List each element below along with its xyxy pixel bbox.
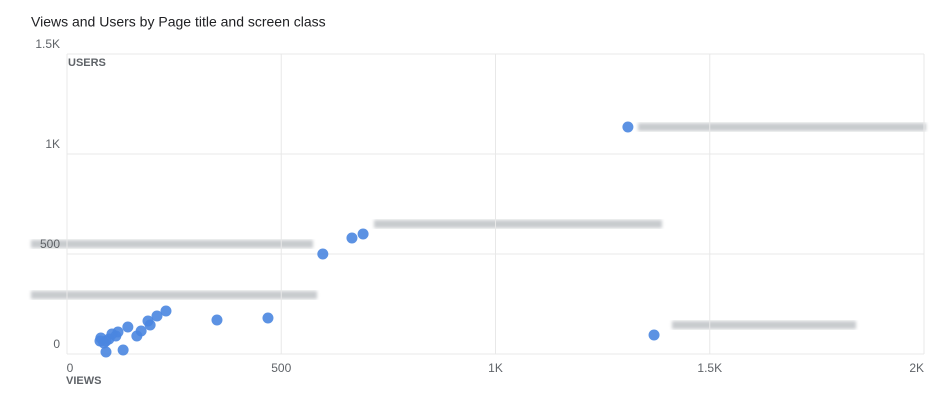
y-tick-label: 1K (45, 137, 60, 151)
point (648, 329, 660, 341)
point (622, 121, 634, 133)
point (317, 248, 329, 260)
point (122, 321, 134, 333)
x-axis-label: VIEWS (66, 375, 101, 387)
point (357, 228, 369, 240)
obscured-labels (31, 123, 926, 329)
x-tick-label: 1K (488, 361, 503, 375)
point (100, 346, 112, 358)
point (98, 337, 110, 349)
point (346, 232, 358, 244)
y-tick-label: 500 (40, 237, 60, 251)
point (117, 344, 129, 356)
y-tick-label: 0 (53, 337, 60, 351)
point (262, 312, 274, 324)
point (160, 305, 172, 317)
x-tick-label: 1.5K (697, 361, 722, 375)
point (144, 319, 156, 331)
x-tick-label: 0 (67, 361, 74, 375)
x-tick-label: 2K (909, 361, 924, 375)
x-tick-label: 500 (271, 361, 291, 375)
chart-title: Views and Users by Page title and screen… (31, 14, 326, 30)
point (151, 310, 163, 322)
point (211, 314, 223, 326)
y-axis-label: USERS (68, 57, 106, 69)
y-tick-label: 1.5K (35, 37, 60, 51)
point (131, 330, 143, 342)
